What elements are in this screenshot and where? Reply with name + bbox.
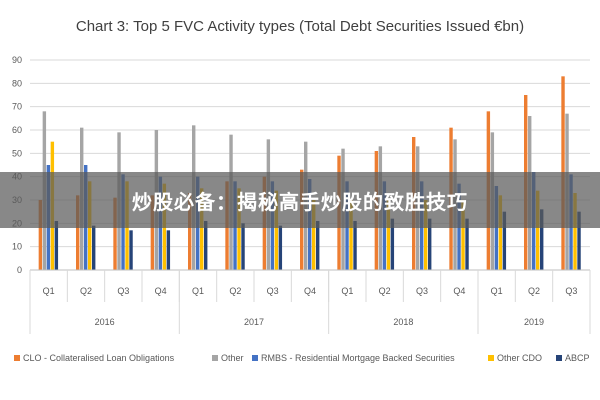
- x-tick-label: Q2: [379, 286, 391, 296]
- bar: [353, 221, 357, 270]
- y-tick-label: 70: [12, 102, 22, 112]
- bar: [237, 188, 241, 270]
- legend-label: RMBS - Residential Mortgage Backed Secur…: [261, 353, 455, 363]
- x-tick-label: Q3: [117, 286, 129, 296]
- bar: [390, 218, 395, 270]
- x-group-label: 2018: [393, 317, 413, 327]
- bar: [76, 195, 80, 270]
- bar: [349, 200, 353, 270]
- legend-label: Other: [221, 353, 244, 363]
- bar: [465, 218, 469, 270]
- x-tick-label: Q3: [416, 286, 428, 296]
- bar: [92, 225, 96, 270]
- x-tick-label: Q4: [155, 286, 167, 296]
- legend-swatch: [556, 355, 562, 361]
- x-tick-label: Q2: [528, 286, 540, 296]
- x-tick-label: Q4: [304, 286, 316, 296]
- x-group-label: 2019: [524, 317, 544, 327]
- bar: [428, 218, 432, 270]
- bar: [386, 200, 391, 270]
- bar: [461, 200, 465, 270]
- bar: [498, 195, 503, 270]
- bar: [278, 225, 283, 270]
- x-tick-label: Q1: [341, 286, 353, 296]
- bar: [494, 186, 499, 270]
- bar: [150, 195, 155, 270]
- x-tick-label: Q4: [453, 286, 465, 296]
- legend-swatch: [252, 355, 258, 361]
- bar: [573, 193, 577, 270]
- bar: [316, 221, 320, 270]
- y-tick-label: 0: [17, 265, 22, 275]
- legend-swatch: [212, 355, 218, 361]
- y-tick-label: 10: [12, 242, 22, 252]
- bar: [38, 200, 43, 270]
- x-tick-label: Q1: [43, 286, 55, 296]
- bar: [577, 211, 581, 270]
- legend-swatch: [14, 355, 20, 361]
- legend-label: Other CDO: [497, 353, 542, 363]
- overlay-banner-text[interactable]: 炒股必备：揭秘高手炒股的致胜技巧: [132, 189, 468, 214]
- bar: [424, 200, 428, 270]
- bar: [312, 200, 316, 270]
- bar: [54, 221, 59, 270]
- bar: [188, 193, 192, 270]
- bar: [536, 190, 540, 270]
- legend: CLO - Collateralised Loan Obligations Oth…: [14, 353, 590, 363]
- bar: [241, 223, 245, 270]
- y-tick-label: 60: [12, 125, 22, 135]
- x-group-label: 2017: [244, 317, 264, 327]
- y-tick-label: 50: [12, 148, 22, 158]
- bar: [129, 230, 133, 270]
- y-tick-label: 80: [12, 78, 22, 88]
- bar: [274, 190, 279, 270]
- x-group-label: 2016: [95, 317, 115, 327]
- overlay-banner[interactable]: 炒股必备：揭秘高手炒股的致胜技巧: [0, 172, 600, 228]
- x-tick-label: Q3: [565, 286, 577, 296]
- x-tick-label: Q1: [192, 286, 204, 296]
- bar: [540, 209, 544, 270]
- x-tick-label: Q3: [267, 286, 279, 296]
- bar: [204, 221, 208, 270]
- x-tick-label: Q2: [80, 286, 92, 296]
- bar: [200, 188, 204, 270]
- bar: [166, 230, 171, 270]
- legend-swatch: [488, 355, 494, 361]
- bar: [113, 197, 117, 270]
- x-tick-label: Q1: [491, 286, 503, 296]
- x-tick-label: Q2: [229, 286, 241, 296]
- bar: [502, 211, 507, 270]
- legend-label: ABCP: [565, 353, 590, 363]
- y-tick-label: 90: [12, 55, 22, 65]
- legend-label: CLO - Collateralised Loan Obligations: [23, 353, 175, 363]
- chart-title: Chart 3: Top 5 FVC Activity types (Total…: [76, 18, 524, 35]
